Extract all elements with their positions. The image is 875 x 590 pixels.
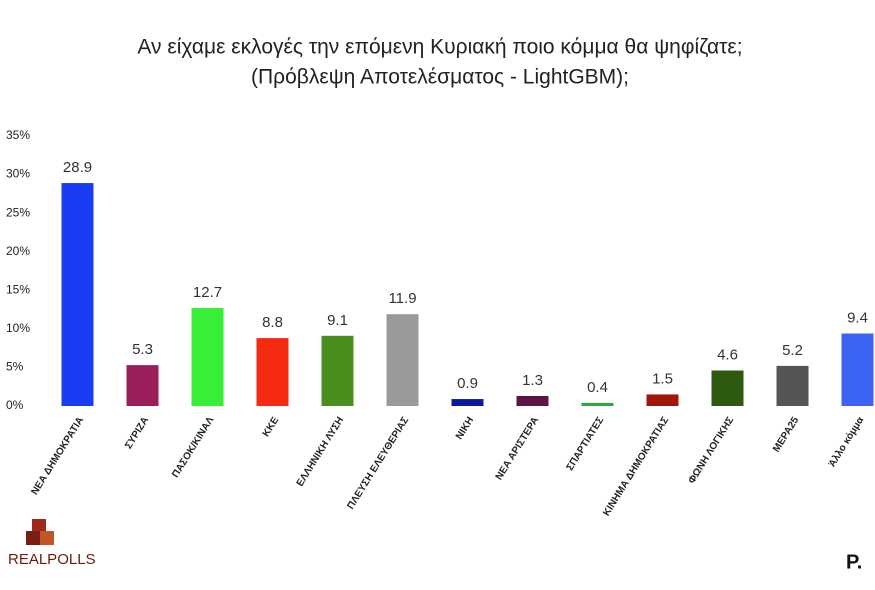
footer-left: REALPOLLS [8, 551, 96, 568]
bar [126, 365, 159, 406]
x-tick-label: ΠΑΣΟΚ/ΚΙΝΑΛ [170, 415, 216, 480]
y-tick-label: 35% [6, 128, 30, 142]
value-label: 5.2 [782, 342, 803, 359]
x-tick-label: ΣΥΡΙΖΑ [123, 415, 151, 451]
x-tick-label: ΦΩΝΗ ΛΟΓΙΚΗΣ [686, 415, 736, 486]
footer-right: P. [846, 551, 862, 573]
bar [191, 308, 224, 406]
value-label: 1.3 [522, 372, 543, 389]
bar [841, 333, 874, 406]
y-tick-label: 20% [6, 244, 30, 258]
y-tick-label: 10% [6, 321, 30, 335]
value-label: 4.6 [717, 346, 738, 363]
bar [581, 402, 614, 406]
value-label: 0.4 [587, 379, 608, 396]
value-label: 1.5 [652, 370, 673, 387]
x-tick-label: ΚΚΕ [261, 415, 282, 439]
x-tick-label: ΠΛΕΥΣΗ ΕΛΕΥΘΕΡΙΑΣ [345, 415, 411, 511]
realpolls-logo [26, 519, 54, 545]
bar [451, 399, 484, 406]
x-tick-label: ΚΙΝΗΜΑ ΔΗΜΟΚΡΑΤΙΑΣ [601, 415, 671, 518]
bar [776, 365, 809, 406]
y-tick-label: 25% [6, 205, 30, 219]
x-tick-label: ΣΠΑΡΤΙΑΤΕΣ [565, 415, 607, 473]
x-tick-label: ΝΙΚΗ [454, 415, 476, 442]
bar [321, 335, 354, 406]
chart-subtitle: (Πρόβλεψη Αποτελέσματος - LightGBM); [251, 66, 629, 89]
value-label: 5.3 [132, 341, 153, 358]
y-tick-label: 5% [6, 360, 24, 374]
y-tick-label: 15% [6, 282, 30, 296]
bar [61, 183, 94, 406]
value-label: 12.7 [193, 284, 222, 301]
logo-box [32, 519, 46, 533]
bar [646, 394, 679, 406]
bar [516, 395, 549, 406]
value-label: 0.9 [457, 375, 478, 392]
logo-box [26, 531, 40, 545]
bar [711, 370, 744, 406]
bar [386, 314, 419, 406]
y-tick-label: 0% [6, 398, 24, 412]
value-label: 9.1 [327, 312, 348, 329]
x-tick-label: ΜΕΡΑ25 [771, 415, 801, 455]
value-label: 11.9 [388, 290, 416, 307]
logo-box [40, 531, 54, 545]
y-tick-label: 30% [6, 167, 30, 181]
value-label: 28.9 [63, 159, 92, 176]
x-tick-label: Άλλο κόμμα [827, 414, 867, 469]
value-label: 9.4 [847, 309, 868, 326]
x-tick-label: ΝΕΑ ΔΗΜΟΚΡΑΤΙΑ [29, 415, 86, 497]
bar [256, 338, 289, 406]
value-label: 8.8 [262, 314, 283, 331]
x-tick-label: ΝΕΑ ΑΡΙΣΤΕΡΑ [494, 415, 542, 482]
x-tick-label: ΕΛΛΗΝΙΚΗ ΛΥΣΗ [295, 415, 347, 488]
chart-title: Αν είχαμε εκλογές την επόμενη Κυριακή πο… [137, 36, 742, 59]
